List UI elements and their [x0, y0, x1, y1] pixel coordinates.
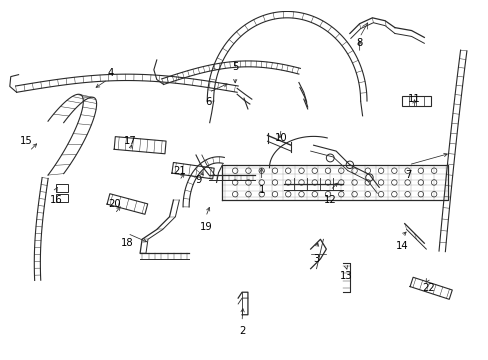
Text: 11: 11: [407, 94, 420, 104]
Text: 3: 3: [313, 254, 319, 264]
Text: 13: 13: [339, 271, 351, 280]
Text: 20: 20: [108, 199, 121, 209]
Text: 18: 18: [121, 238, 133, 248]
Text: 1: 1: [258, 185, 264, 195]
Text: 16: 16: [49, 195, 62, 205]
Text: 7: 7: [405, 170, 411, 180]
Text: 8: 8: [356, 38, 362, 48]
Text: 21: 21: [173, 166, 185, 176]
Text: 19: 19: [199, 221, 212, 231]
Text: 17: 17: [123, 136, 137, 146]
Text: 14: 14: [395, 241, 407, 251]
Text: 2: 2: [238, 327, 245, 336]
Text: 12: 12: [323, 195, 336, 205]
Text: 6: 6: [205, 97, 211, 107]
Text: 4: 4: [107, 68, 114, 78]
Text: 9: 9: [195, 175, 202, 185]
Text: 5: 5: [231, 62, 238, 72]
Text: 15: 15: [20, 136, 33, 146]
Text: 22: 22: [421, 283, 434, 293]
Text: 10: 10: [274, 133, 287, 143]
